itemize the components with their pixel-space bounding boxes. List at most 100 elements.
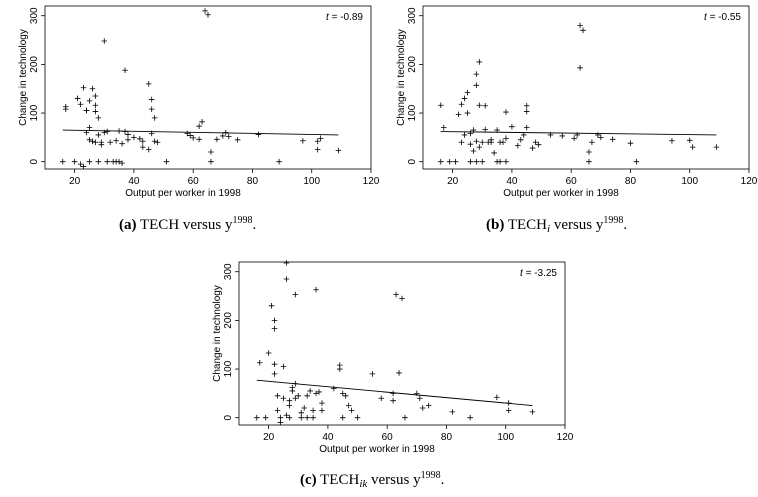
caption-b: (b) TECHi versus y1998. [486,215,627,235]
data-point [390,390,396,397]
t-statistic-label: t = -0.55 [704,12,741,23]
data-point [271,325,278,332]
data-point [342,393,349,399]
data-point [80,163,87,170]
caption-label-b: (b) [486,217,505,233]
y-axis-label: Change in technology [396,29,407,126]
y-tick-label: 300 [223,263,234,280]
x-tick-label: 80 [441,432,453,443]
caption-label-a: (a) [119,217,137,233]
data-point [503,109,509,115]
data-point [354,414,361,421]
data-point [446,158,453,165]
caption-sup-a: 1998 [232,215,253,226]
data-point [104,158,111,165]
y-tick-label: 300 [29,7,40,24]
data-point [271,317,278,324]
data-point [547,132,554,138]
data-point [348,407,355,414]
data-point [523,124,530,131]
y-tick-label: 300 [407,7,418,24]
data-point [83,129,90,136]
caption-mid-c: versus y [367,472,421,488]
data-point [274,407,281,414]
data-point [390,397,396,404]
data-point [505,400,512,406]
chart-panel-b: 20 40 60 80 100 120 0 100 200 300 Output per worke… [378,0,758,240]
data-point [416,395,423,402]
data-point [98,139,105,146]
data-point [220,133,226,139]
data-point [414,390,420,397]
data-point [464,89,471,96]
data-point [292,291,299,298]
data-point [580,27,586,34]
x-axis-label: Output per worker in 1998 [125,188,241,199]
data-point [145,146,152,153]
data-point [595,132,601,138]
data-point [95,158,102,165]
data-point [151,138,158,145]
data-point [86,137,93,143]
data-point [116,128,122,134]
data-point [518,137,524,143]
data-point [304,393,310,399]
y-tick-label: 0 [223,414,234,420]
data-point [59,158,66,165]
data-point [253,414,260,421]
data-point [369,371,376,377]
fit-line [256,379,533,406]
plot-frame [422,5,750,170]
caption-end-a: . [252,217,257,233]
x-tick-label: 120 [557,432,574,443]
t-value: = -0.89 [332,12,364,23]
data-point [104,128,111,135]
chart-panel-c: 20 40 60 80 100 120 0 100 200 300 Output per worke… [194,256,574,496]
y-axis-label: Change in technology [212,285,223,382]
caption-label-c: (c) [300,472,317,488]
data-point [122,128,128,135]
data-point [196,136,202,143]
caption-end-b: . [623,217,628,233]
caption-text-b: TECH [507,217,547,233]
t-statistic-label: t = -3.25 [520,268,557,279]
data-point [331,385,337,392]
data-point [137,136,143,142]
t-symbol: t [520,268,526,279]
data-point [300,137,306,144]
data-point [271,371,278,377]
data-point [92,93,99,99]
data-point [307,388,313,394]
data-point [116,158,122,165]
data-point [396,370,402,376]
data-point [280,363,287,370]
data-point [598,134,604,141]
caption-text-c: TECH [320,472,360,488]
data-point [345,402,352,409]
data-point [89,85,96,92]
caption-a: (a) TECH versus y1998. [119,215,256,234]
data-point [437,102,444,109]
data-point [336,366,343,372]
data-point [574,132,580,138]
y-tick-label: 100 [407,104,418,121]
data-point [95,115,102,121]
data-point [208,149,214,155]
data-point [523,108,530,115]
data-point [464,110,471,116]
data-point [225,133,232,140]
data-point [277,419,284,426]
caption-sub-b: i [547,223,551,235]
x-tick-label: 100 [303,176,320,187]
data-point [314,138,321,145]
x-axis-label: Output per worker in 1998 [503,188,619,199]
caption-sup-b: 1998 [603,215,624,226]
data-point [125,137,131,143]
data-point [190,135,196,141]
data-point [440,124,447,131]
data-point [292,395,299,402]
data-point [286,414,293,421]
data-point [505,407,512,414]
data-point [71,158,78,165]
x-tick-label: 40 [506,176,518,187]
